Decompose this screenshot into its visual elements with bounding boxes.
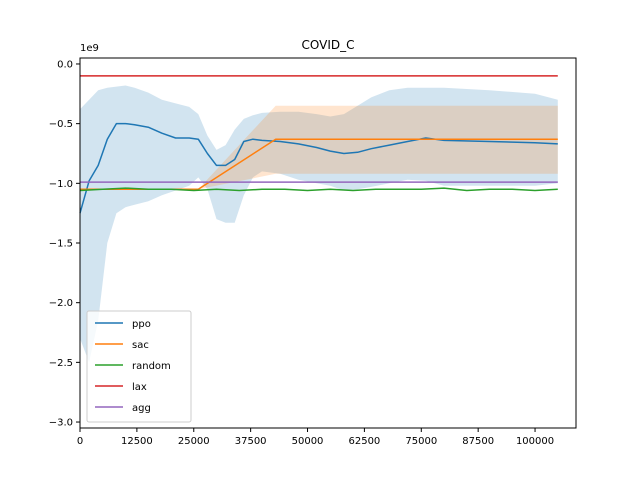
legend-label-ppo: ppo <box>132 319 151 330</box>
y-axis: 0.0 −0.5 −1.0 −1.5 −2.0 −2.5 −3.0 <box>49 59 80 429</box>
chart-title: COVID_C <box>302 38 355 52</box>
x-tick-label: 100000 <box>516 436 554 447</box>
legend-label-agg: agg <box>132 403 151 414</box>
x-tick-label: 12500 <box>121 436 153 447</box>
y-tick-label: 0.0 <box>57 59 73 70</box>
y-tick-label: −0.5 <box>49 119 73 130</box>
x-tick-label: 37500 <box>235 436 267 447</box>
y-tick-label: −2.5 <box>49 358 73 369</box>
legend-label-lax: lax <box>132 382 147 393</box>
x-tick-label: 62500 <box>348 436 380 447</box>
y-tick-label: −2.0 <box>49 298 73 309</box>
x-tick-label: 50000 <box>292 436 324 447</box>
x-tick-label: 0 <box>77 436 83 447</box>
x-tick-label: 75000 <box>405 436 437 447</box>
legend-label-sac: sac <box>132 340 149 351</box>
legend-box <box>86 310 192 423</box>
y-tick-label: −3.0 <box>49 418 73 429</box>
y-offset-label: 1e9 <box>80 43 99 54</box>
x-tick-label: 25000 <box>178 436 210 447</box>
y-tick-label: −1.0 <box>49 179 73 190</box>
series-line-random <box>79 187 558 192</box>
series-lines <box>79 75 558 214</box>
legend: ppo sac random lax agg <box>86 310 192 423</box>
series-line-ppo <box>79 122 558 214</box>
legend-label-random: random <box>132 361 171 372</box>
x-axis: 0 12500 25000 37500 50000 62500 75000 87500 1000… <box>77 428 554 447</box>
x-tick-label: 87500 <box>462 436 494 447</box>
y-tick-label: −1.5 <box>49 239 73 250</box>
band-ppo <box>80 85 558 363</box>
